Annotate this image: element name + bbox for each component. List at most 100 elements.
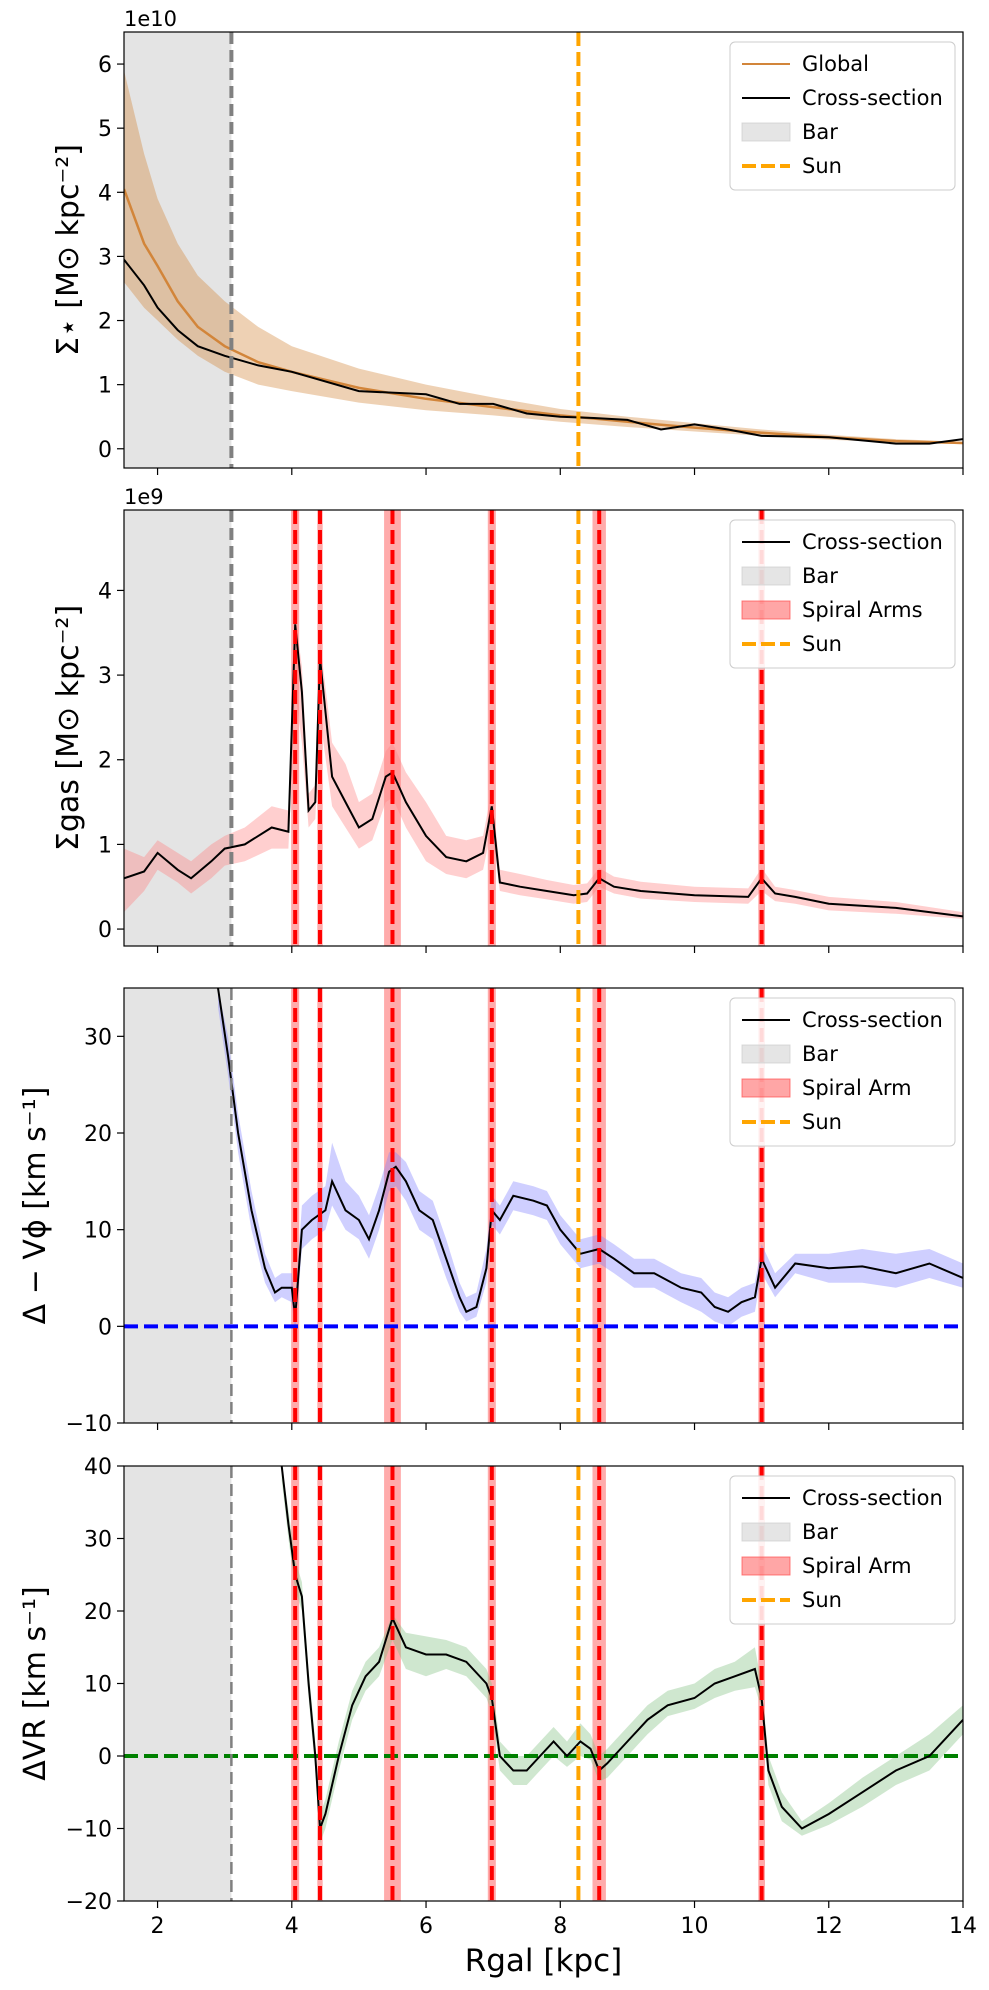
x-axis-label: Rgal [kpc] [465,1943,623,1979]
x-tick-label: 8 [553,1914,567,1939]
y-tick-label: 10 [84,1673,112,1698]
legend-label: Bar [802,1520,838,1544]
spiral-arm-band [291,510,300,946]
plot-area [124,1466,963,1901]
legend: Cross-section Bar Spiral Arm Sun [729,1475,956,1625]
spiral-arm-band [758,510,765,946]
legend-swatch [741,566,791,586]
x-tick-label: 6 [419,1914,433,1939]
spiral-arm-band [384,1466,401,1901]
legend-label: Sun [802,1110,842,1134]
y-tick-label: 10 [84,1219,112,1244]
y-tick-label: 0 [98,918,112,943]
spiral-arm-band [317,510,323,946]
panel-stellar-density: 0 1 2 3 4 5 6 1e10 Σ⋆ [M⊙ kpc⁻²] Global Cross-s… [51,7,964,475]
panel-gas-density: 0 1 2 3 4 1e9 Σgas [M⊙ kpc⁻²] Cross-section B… [51,485,964,953]
legend-box [729,41,956,191]
x-tick-label: 4 [285,1914,299,1939]
legend-label: Sun [802,632,842,656]
uncertainty-band [124,615,963,919]
y-tick-label: 5 [98,117,112,142]
y-tick-label: 20 [84,1122,112,1147]
legend-box [729,1475,956,1625]
y-axis-label: Σ⋆ [M⊙ kpc⁻²] [51,144,86,356]
spiral-arm-band [487,1466,496,1901]
bar-region [124,988,232,1423]
spiral-arm-band [487,510,496,946]
spiral-arm-band [317,988,323,1423]
y-tick-label: 0 [98,1315,112,1340]
y-tick-label: 4 [98,579,112,604]
legend-label: Cross-section [802,86,943,110]
y-tick-label: −10 [66,1412,112,1437]
tick-layer: −10 0 10 20 30 [66,1025,964,1437]
offset-label: 1e10 [124,7,177,31]
x-tick-label: 12 [815,1914,843,1939]
uncertainty-band [281,1466,963,1843]
legend-swatch [741,1044,791,1064]
offset-label: 1e9 [124,485,164,509]
y-tick-label: 40 [84,1455,112,1480]
y-tick-label: 1 [98,374,112,399]
legend-swatch [741,1078,791,1098]
y-axis-label: Δ − Vϕ [km s⁻¹] [18,1087,53,1325]
legend-swatch [741,1556,791,1576]
spiral-arm-band [487,988,496,1423]
y-tick-label: −20 [66,1890,112,1915]
y-tick-label: 30 [84,1025,112,1050]
legend-label: Spiral Arms [802,598,923,622]
series-line [124,258,963,445]
plot-area [124,510,963,946]
series-line [280,1466,963,1830]
y-tick-label: 6 [98,53,112,78]
spiral-arm-band [384,510,401,946]
spiral-arm-band [291,1466,300,1901]
legend-box [729,519,956,669]
series-line [217,988,963,1317]
x-tick-label: 10 [681,1914,709,1939]
y-tick-label: 0 [98,438,112,463]
bar-region [124,1466,232,1901]
y-tick-label: −10 [66,1818,112,1843]
panel-vr-residual: −20 −10 0 10 20 30 40 2 4 6 8 10 12 14 ΔVR [km s⁻¹] C… [18,1455,977,1979]
legend-box [729,997,956,1147]
spiral-arm-band [317,1466,323,1901]
axes-frame [123,31,964,469]
plot-area [124,32,963,468]
legend-swatch [741,122,791,142]
y-tick-label: 4 [98,181,112,206]
legend-swatch [741,600,791,620]
legend: Cross-section Bar Spiral Arm Sun [729,997,956,1147]
y-tick-label: 3 [98,245,112,270]
y-tick-label: 0 [98,1745,112,1770]
spiral-arm-band [291,988,300,1423]
y-tick-label: 2 [98,310,112,335]
legend-label: Cross-section [802,1486,943,1510]
y-tick-label: 3 [98,664,112,689]
legend: Global Cross-section Bar Sun [729,41,956,191]
tick-layer: 0 1 2 3 4 [98,579,964,953]
axes-frame [123,509,964,947]
tick-layer: −20 −10 0 10 20 30 40 2 4 6 8 10 12 14 [66,1455,977,1939]
y-axis-label: Σgas [M⊙ kpc⁻²] [51,605,86,851]
legend-label: Global [802,52,869,76]
y-axis-label: ΔVR [km s⁻¹] [18,1586,53,1780]
legend-label: Spiral Arm [802,1554,912,1578]
spiral-arm-band [758,1466,765,1901]
legend-swatch [741,1522,791,1542]
legend-label: Bar [802,120,838,144]
spiral-arm-band [592,988,606,1423]
bar-region [124,32,232,468]
tick-layer: 0 1 2 3 4 5 6 [98,53,964,475]
spiral-arm-band [758,988,765,1423]
y-tick-label: 2 [98,749,112,774]
legend-label: Spiral Arm [802,1076,912,1100]
legend-label: Sun [802,1588,842,1612]
legend-label: Bar [802,564,838,588]
legend-label: Cross-section [802,530,943,554]
y-tick-label: 20 [84,1600,112,1625]
series-line [124,624,963,918]
series-line [124,188,963,445]
panel-vphi-residual: −10 0 10 20 30 Δ − Vϕ [km s⁻¹] Cross-section… [18,987,964,1437]
